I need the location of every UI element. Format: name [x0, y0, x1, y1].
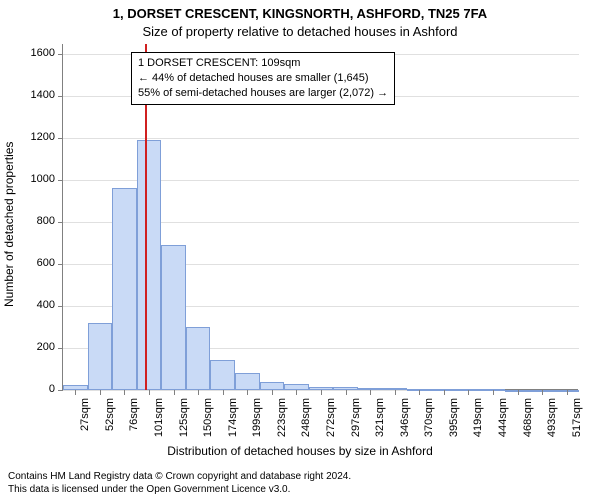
- x-tick-label: 419sqm: [472, 398, 484, 446]
- x-tick: [75, 390, 76, 395]
- x-tick: [198, 390, 199, 395]
- x-axis-label: Distribution of detached houses by size …: [0, 444, 600, 458]
- x-tick-label: 174sqm: [227, 398, 239, 446]
- chart-container: { "layout": { "width": 600, "height": 50…: [0, 0, 600, 500]
- y-tick-label: 1200: [23, 131, 55, 143]
- y-axis-label: Number of detached properties: [2, 142, 16, 307]
- y-tick-label: 0: [23, 383, 55, 395]
- x-tick: [370, 390, 371, 395]
- y-tick: [58, 54, 63, 55]
- annotation-line3: 55% of semi-detached houses are larger (…: [138, 87, 388, 99]
- x-tick-label: 248sqm: [300, 398, 312, 446]
- chart-title-line1: 1, DORSET CRESCENT, KINGSNORTH, ASHFORD,…: [0, 6, 600, 21]
- y-tick: [58, 390, 63, 391]
- x-tick: [419, 390, 420, 395]
- x-tick: [395, 390, 396, 395]
- x-tick-label: 125sqm: [178, 398, 190, 446]
- x-tick: [124, 390, 125, 395]
- y-tick: [58, 222, 63, 223]
- x-tick: [100, 390, 101, 395]
- histogram-bar: [260, 382, 285, 390]
- chart-title-line2: Size of property relative to detached ho…: [0, 24, 600, 39]
- x-tick: [346, 390, 347, 395]
- annotation-line2: ← 44% of detached houses are smaller (1,…: [138, 72, 369, 84]
- x-tick-label: 101sqm: [153, 398, 165, 446]
- x-tick-label: 27sqm: [79, 398, 91, 446]
- histogram-bar: [112, 188, 137, 390]
- x-tick-label: 395sqm: [448, 398, 460, 446]
- histogram-bar: [235, 373, 260, 390]
- x-tick-label: 468sqm: [522, 398, 534, 446]
- y-tick: [58, 306, 63, 307]
- x-tick-label: 52sqm: [104, 398, 116, 446]
- x-tick: [296, 390, 297, 395]
- y-tick-label: 400: [23, 299, 55, 311]
- x-tick: [493, 390, 494, 395]
- y-tick: [58, 264, 63, 265]
- x-tick-label: 76sqm: [128, 398, 140, 446]
- x-tick-label: 370sqm: [423, 398, 435, 446]
- x-tick: [518, 390, 519, 395]
- y-tick-label: 1000: [23, 173, 55, 185]
- histogram-bar: [161, 245, 186, 390]
- y-tick: [58, 96, 63, 97]
- x-tick: [247, 390, 248, 395]
- x-tick-label: 199sqm: [251, 398, 263, 446]
- x-tick: [567, 390, 568, 395]
- plot-area: 0200400600800100012001400160027sqm52sqm7…: [62, 44, 578, 390]
- credits-line2: This data is licensed under the Open Gov…: [8, 484, 290, 495]
- y-tick-label: 200: [23, 341, 55, 353]
- x-tick-label: 517sqm: [571, 398, 583, 446]
- credits: Contains HM Land Registry data © Crown c…: [8, 470, 351, 496]
- x-tick: [542, 390, 543, 395]
- credits-line1: Contains HM Land Registry data © Crown c…: [8, 471, 351, 482]
- x-tick: [321, 390, 322, 395]
- x-tick-label: 272sqm: [325, 398, 337, 446]
- x-tick: [444, 390, 445, 395]
- annotation-box: 1 DORSET CRESCENT: 109sqm ← 44% of detach…: [131, 52, 395, 105]
- x-tick-label: 346sqm: [399, 398, 411, 446]
- x-tick: [468, 390, 469, 395]
- x-tick-label: 493sqm: [546, 398, 558, 446]
- histogram-bar: [210, 360, 235, 390]
- x-tick-label: 444sqm: [497, 398, 509, 446]
- y-tick: [58, 138, 63, 139]
- x-tick: [149, 390, 150, 395]
- gridline: [63, 138, 579, 139]
- y-tick: [58, 348, 63, 349]
- x-tick-label: 297sqm: [350, 398, 362, 446]
- x-tick-label: 321sqm: [374, 398, 386, 446]
- y-tick-label: 800: [23, 215, 55, 227]
- y-tick: [58, 180, 63, 181]
- x-tick: [174, 390, 175, 395]
- y-tick-label: 1400: [23, 89, 55, 101]
- x-tick: [223, 390, 224, 395]
- histogram-bar: [186, 327, 211, 390]
- annotation-line1: 1 DORSET CRESCENT: 109sqm: [138, 57, 300, 69]
- x-tick-label: 223sqm: [276, 398, 288, 446]
- y-tick-label: 600: [23, 257, 55, 269]
- histogram-bar: [88, 323, 113, 390]
- x-tick-label: 150sqm: [202, 398, 214, 446]
- histogram-bar: [137, 140, 162, 390]
- y-tick-label: 1600: [23, 47, 55, 59]
- x-tick: [272, 390, 273, 395]
